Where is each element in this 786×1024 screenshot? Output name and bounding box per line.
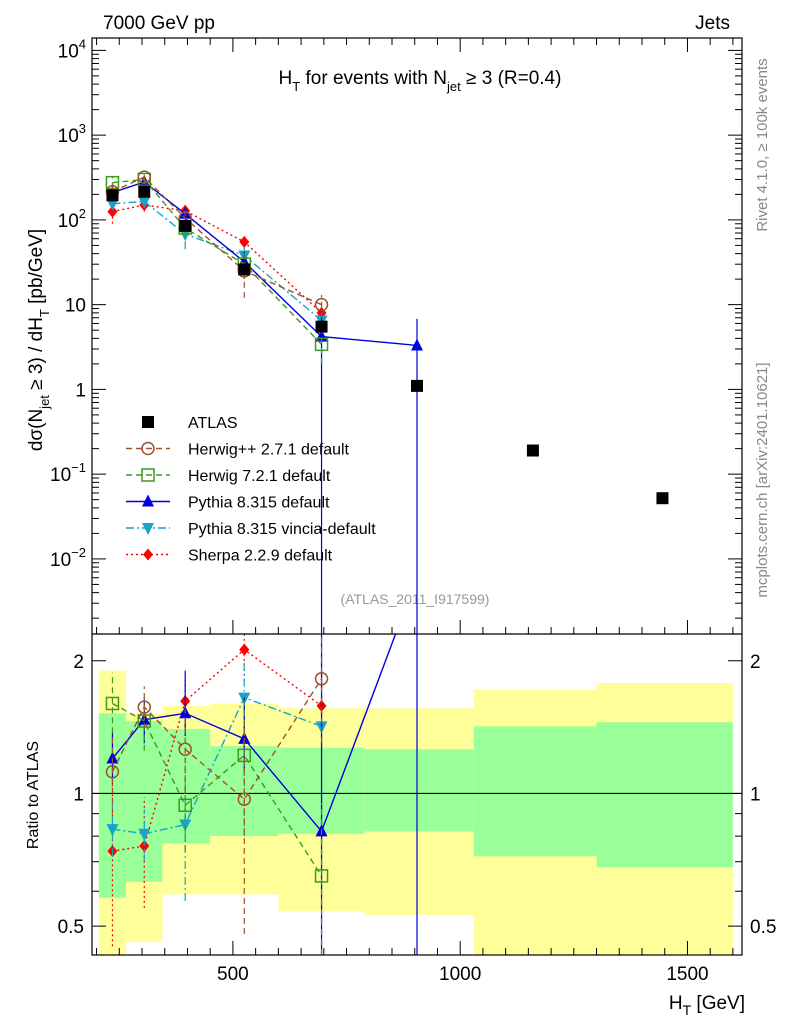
main-y-tick-label: 10 [65,296,86,317]
main-line-sherpa [112,204,323,314]
main-y-tick-label: 104 [58,36,86,62]
ratio-point-sherpa-3 [239,643,250,656]
main-y-tick-label: 10−1 [50,460,86,486]
x-tick-label: 500 [217,964,249,985]
ratio-y-tick-label-right: 1 [750,784,761,805]
main-y-tick-label: 103 [58,121,86,147]
legend-label-herwigpp: Herwig++ 2.7.1 default [188,442,350,459]
main-point-pythia-5 [411,338,423,351]
main-point-herwig7-4 [314,337,329,352]
ratio-point-herwigpp-1 [137,700,152,714]
x-axis-label: HT [GeV] [669,993,745,1018]
main-line-vincia [112,200,322,322]
ratio-point-sherpa-1 [139,839,150,852]
ratio-point-herwig7-4 [314,869,329,883]
main-point-sherpa-3 [239,235,250,248]
main-point-atlas-4 [315,320,328,333]
ratio-point-herwigpp-2 [178,742,192,756]
main-plot-title: HT for events with Njet ≥ 3 (R=0.4) [279,68,562,94]
main-point-vincia-1 [138,196,151,209]
analysis-tag: (ATLAS_2011_I917599) [341,591,490,607]
main-point-atlas-7 [656,492,669,505]
legend-marker-sherpa [143,548,153,561]
main-point-atlas-1 [138,185,151,198]
ratio-line-vincia [112,696,322,835]
ratio-point-herwig7-2 [178,798,192,813]
main-point-atlas-3 [238,263,251,276]
legend-label-sherpa: Sherpa 2.2.9 default [188,548,333,565]
legend-label-herwig7: Herwig 7.2.1 default [188,468,331,485]
x-tick-label: 1000 [439,964,481,985]
main-line-herwigpp [112,176,322,306]
ratio-point-pythia-3 [238,731,251,744]
main-point-atlas-0 [106,189,119,202]
main-y-tick-label: 10−2 [50,545,86,571]
main-point-sherpa-0 [107,205,118,218]
ratio-point-herwigpp-3 [237,792,252,807]
legend-label-pythia: Pythia 8.315 default [188,495,330,512]
legend-marker-herwig7 [141,468,155,482]
legend-label-atlas: ATLAS [188,415,238,432]
legend-marker-pythia [142,494,154,507]
header-left: 7000 GeV pp [103,13,215,34]
legend-label-vincia: Pythia 8.315 vincia-default [188,521,376,538]
legend-marker-vincia [142,523,154,535]
ratio-band-inner-5 [364,749,474,832]
main-point-herwigpp-1 [137,170,152,184]
main-y-axis-label: dσ(Njet ≥ 3) / dHT [pb/GeV] [26,229,52,451]
header-right: Jets [695,13,730,34]
main-y-tick-label: 102 [58,206,86,232]
main-point-vincia-0 [106,198,119,211]
legend-marker-herwigpp [141,441,155,456]
main-point-atlas-2 [179,219,192,232]
ratio-point-vincia-0 [106,824,119,837]
ratio-point-pythia-0 [106,751,119,764]
legend-marker-atlas [142,416,154,428]
x-tick-label: 1500 [666,964,708,985]
side-text-top: Rivet 4.1.0, ≥ 100k events [754,58,771,231]
ratio-y-tick-label: 0.5 [58,917,84,938]
ratio-point-vincia-1 [138,828,151,841]
ratio-y-tick-label-right: 0.5 [750,917,776,938]
ratio-band-inner-7 [596,722,733,868]
main-point-herwigpp-4 [314,297,329,312]
ratio-line-sherpa [112,648,322,852]
ratio-y-tick-label: 2 [73,652,84,673]
ratio-point-herwig7-0 [105,696,120,711]
ratio-y-tick-label-right: 2 [750,652,761,673]
ratio-point-herwigpp-4 [314,672,329,686]
main-point-atlas-6 [526,444,539,457]
ratio-band-inner-6 [473,726,597,857]
legend: ATLAS Herwig++ 2.7.1 default Herwig 7.2.1 … [126,415,376,565]
ratio-y-tick-label: 1 [73,784,84,805]
side-text-bottom: mcplots.cern.ch [arXiv:2401.10621] [754,362,771,597]
ratio-y-axis-label: Ratio to ATLAS [25,741,42,849]
plot-frame [91,37,743,956]
main-point-atlas-5 [411,379,423,392]
main-y-tick-label: 1 [75,380,86,401]
ratio-point-herwigpp-0 [105,764,120,779]
